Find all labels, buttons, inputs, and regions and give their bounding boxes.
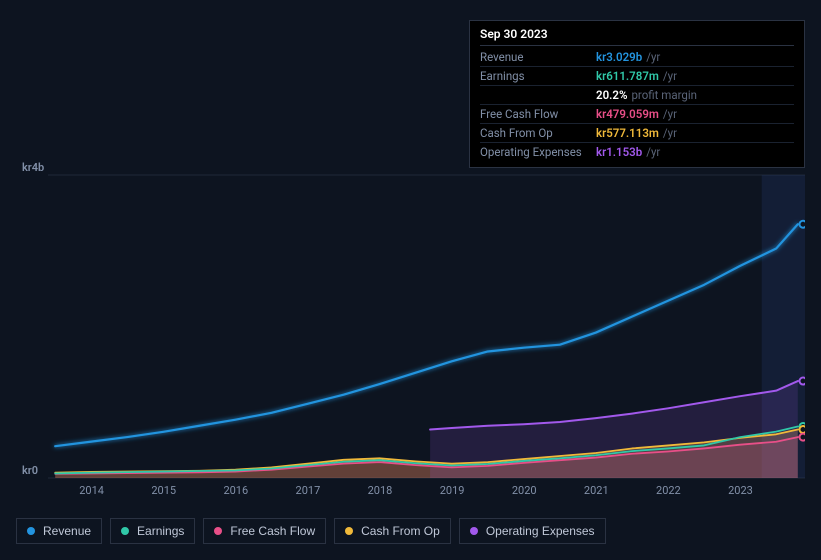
legend-label: Revenue: [43, 524, 91, 538]
legend-dot-icon: [470, 527, 478, 535]
x-axis-label: 2016: [223, 484, 248, 497]
legend-dot-icon: [121, 527, 129, 535]
tooltip-row: Revenuekr3.029b/yr: [480, 48, 794, 67]
tooltip-metric-value: 20.2%profit margin: [596, 87, 697, 103]
tooltip-row: 20.2%profit margin: [480, 86, 794, 105]
x-axis-label: 2017: [296, 484, 321, 497]
tooltip-metric-value: kr577.113m/yr: [596, 125, 677, 141]
x-axis-label: 2019: [440, 484, 465, 497]
legend-item-free-cash-flow[interactable]: Free Cash Flow: [203, 518, 326, 544]
tooltip-row: Operating Expenseskr1.153b/yr: [480, 143, 794, 161]
tooltip-row: Free Cash Flowkr479.059m/yr: [480, 105, 794, 124]
y-axis-label: kr0: [22, 464, 38, 477]
legend-label: Operating Expenses: [486, 524, 595, 538]
hover-tooltip: Sep 30 2023 Revenuekr3.029b/yrEarningskr…: [469, 20, 805, 168]
tooltip-metric-value: kr3.029b/yr: [596, 49, 660, 65]
tooltip-row: Cash From Opkr577.113m/yr: [480, 124, 794, 143]
tooltip-date: Sep 30 2023: [480, 27, 794, 46]
tooltip-metric-value: kr611.787m/yr: [596, 68, 677, 84]
tooltip-metric-value: kr479.059m/yr: [596, 106, 677, 122]
legend-dot-icon: [345, 527, 353, 535]
x-axis-label: 2020: [512, 484, 537, 497]
legend-label: Free Cash Flow: [230, 524, 315, 538]
tooltip-metric-label: Operating Expenses: [480, 144, 596, 160]
x-axis-label: 2022: [656, 484, 681, 497]
x-axis-label: 2014: [79, 484, 104, 497]
x-axis-label: 2015: [151, 484, 176, 497]
y-axis-label: kr4b: [22, 161, 44, 174]
legend-item-earnings[interactable]: Earnings: [110, 518, 195, 544]
x-axis-label: 2023: [728, 484, 753, 497]
x-axis-label: 2018: [368, 484, 393, 497]
tooltip-metric-label: Revenue: [480, 49, 596, 65]
legend-item-operating-expenses[interactable]: Operating Expenses: [459, 518, 606, 544]
tooltip-metric-label: Free Cash Flow: [480, 106, 596, 122]
legend-dot-icon: [214, 527, 222, 535]
legend-label: Cash From Op: [361, 524, 440, 538]
legend-label: Earnings: [137, 524, 184, 538]
tooltip-metric-label: Earnings: [480, 68, 596, 84]
x-axis-label: 2021: [584, 484, 609, 497]
legend-item-revenue[interactable]: Revenue: [16, 518, 102, 544]
legend-dot-icon: [27, 527, 35, 535]
legend: Revenue Earnings Free Cash Flow Cash From O…: [16, 518, 606, 544]
tooltip-metric-value: kr1.153b/yr: [596, 144, 660, 160]
tooltip-metric-label: [480, 87, 596, 103]
tooltip-metric-label: Cash From Op: [480, 125, 596, 141]
tooltip-row: Earningskr611.787m/yr: [480, 67, 794, 86]
legend-item-cash-from-op[interactable]: Cash From Op: [334, 518, 451, 544]
